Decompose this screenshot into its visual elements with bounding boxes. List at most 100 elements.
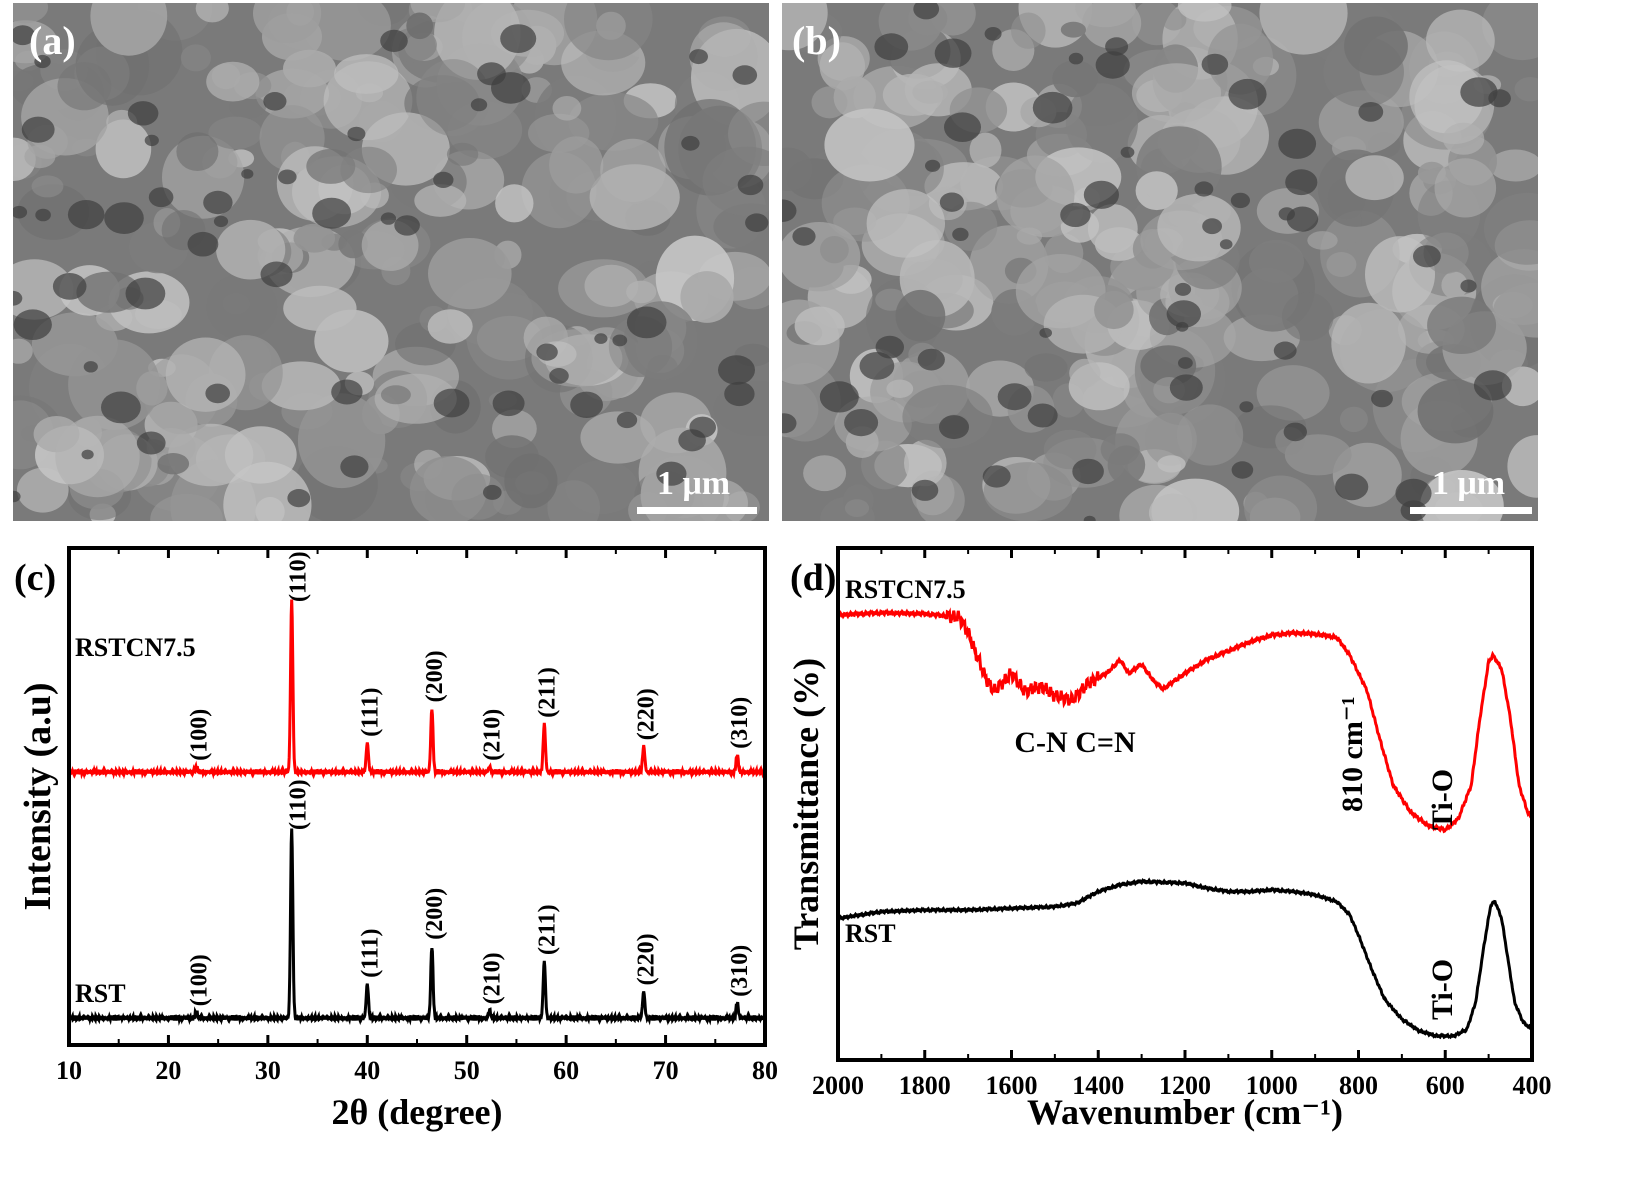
- sem-pore: [616, 411, 638, 429]
- sem-grain: [1493, 282, 1538, 338]
- ftir-xtick-label: 600: [1426, 1071, 1465, 1100]
- peak-label: (100): [186, 709, 212, 761]
- sem-pore: [340, 455, 369, 479]
- sem-grain: [1344, 16, 1408, 76]
- series-label-rstcn7.5-d: RSTCN7.5: [845, 575, 966, 604]
- sem-pore: [536, 343, 558, 361]
- sem-pore: [1083, 515, 1096, 521]
- sem-grain: [1157, 455, 1186, 473]
- xrd-xtick-label: 50: [454, 1056, 480, 1085]
- sem-pore: [101, 391, 141, 424]
- sem-pore: [732, 65, 758, 85]
- peak-label: (220): [634, 688, 660, 740]
- sem-pore: [1239, 401, 1254, 413]
- peak-label: (110): [286, 779, 312, 830]
- sem-grain: [1417, 379, 1494, 444]
- sem-pore: [1060, 202, 1091, 227]
- sem-pore: [1460, 279, 1477, 293]
- panel-letter-c: (c): [14, 557, 56, 599]
- sem-grain: [1107, 445, 1146, 485]
- sem-grain: [1161, 8, 1187, 31]
- sem-grain: [1345, 155, 1404, 201]
- sem-grain: [1248, 239, 1305, 284]
- sem-grain: [409, 456, 487, 521]
- xrd-xtick-label: 10: [56, 1056, 82, 1085]
- sem-grain: [1427, 296, 1497, 354]
- sem-grain: [549, 136, 604, 194]
- sem-pore: [570, 391, 603, 418]
- sem-pore: [1219, 239, 1233, 250]
- xrd-xtick-label: 30: [255, 1056, 281, 1085]
- sem-grain: [302, 3, 391, 61]
- sem-grain: [446, 142, 479, 166]
- sem-grain: [1011, 12, 1046, 49]
- sem-pore: [1285, 169, 1318, 196]
- sem-pore: [35, 208, 51, 222]
- sem-grain: [1094, 290, 1134, 330]
- sem-grain: [223, 461, 312, 521]
- sem-grain: [416, 59, 491, 137]
- sem-pore: [491, 72, 531, 104]
- ftir-xtick-label: 1000: [1246, 1071, 1298, 1100]
- sem-grain: [844, 499, 870, 517]
- sem-grain: [680, 271, 734, 323]
- sem-pore: [433, 388, 470, 418]
- peak-label: (200): [422, 888, 448, 940]
- scale-bar-b: [1410, 507, 1532, 514]
- ftir-xtick-label: 800: [1339, 1071, 1378, 1100]
- sem-grain: [340, 146, 398, 194]
- sem-pore: [34, 54, 51, 69]
- sem-pore: [1095, 51, 1130, 79]
- peak-label: (100): [186, 954, 212, 1006]
- sem-pore: [913, 3, 940, 20]
- peak-label: (211): [534, 904, 560, 955]
- sem-grain: [1060, 21, 1086, 38]
- sem-grain: [1259, 3, 1348, 55]
- sem-pore: [331, 379, 363, 405]
- sem-pore: [213, 215, 229, 228]
- sem-grain: [1131, 63, 1222, 123]
- sem-grain: [794, 306, 845, 346]
- sem-pore: [939, 415, 969, 440]
- sem-pore: [205, 383, 230, 404]
- sem-grain: [90, 3, 168, 56]
- peak-label: (111): [357, 928, 383, 977]
- sem-pore: [1395, 478, 1432, 508]
- sem-pore: [287, 489, 311, 508]
- sem-grain: [580, 411, 656, 464]
- sem-grain: [157, 453, 190, 475]
- sem-pore: [278, 169, 297, 185]
- sem-grain: [996, 155, 1075, 234]
- sem-grain: [600, 138, 666, 202]
- sem-pore: [874, 33, 909, 61]
- sem-pore: [626, 306, 667, 339]
- series-label-rstcn7.5: RSTCN7.5: [75, 633, 196, 662]
- sem-pore: [792, 227, 816, 246]
- sem-pore: [1371, 389, 1393, 408]
- sem-pore: [1231, 461, 1254, 479]
- sem-grain: [1135, 171, 1178, 211]
- plot-frame: [67, 546, 767, 1047]
- sem-pore: [689, 49, 708, 65]
- chart-c: (100) (110) (111) (200) (210) (211) (220) (310)…: [14, 546, 778, 1132]
- sem-pore: [724, 381, 755, 407]
- sem-pore: [83, 361, 98, 373]
- sem-grain: [1282, 292, 1334, 341]
- sem-grain: [283, 285, 357, 331]
- sem-pore: [1273, 341, 1297, 360]
- sem-pore: [433, 171, 454, 188]
- xrd-xtick-label: 20: [155, 1056, 181, 1085]
- xrd-xtick-label: 70: [653, 1056, 679, 1085]
- sem-pore: [1335, 473, 1369, 501]
- peak-label: (211): [534, 667, 560, 718]
- xrd-xtick-label: 60: [553, 1056, 579, 1085]
- sem-pore: [21, 116, 55, 143]
- sem-pore: [81, 449, 94, 460]
- sem-grain: [1177, 3, 1232, 22]
- series-label-rst: RST: [75, 979, 126, 1008]
- sem-pore: [13, 25, 36, 46]
- sem-pore: [745, 213, 769, 232]
- sem-pore: [187, 231, 219, 257]
- sem-pore: [1032, 91, 1073, 124]
